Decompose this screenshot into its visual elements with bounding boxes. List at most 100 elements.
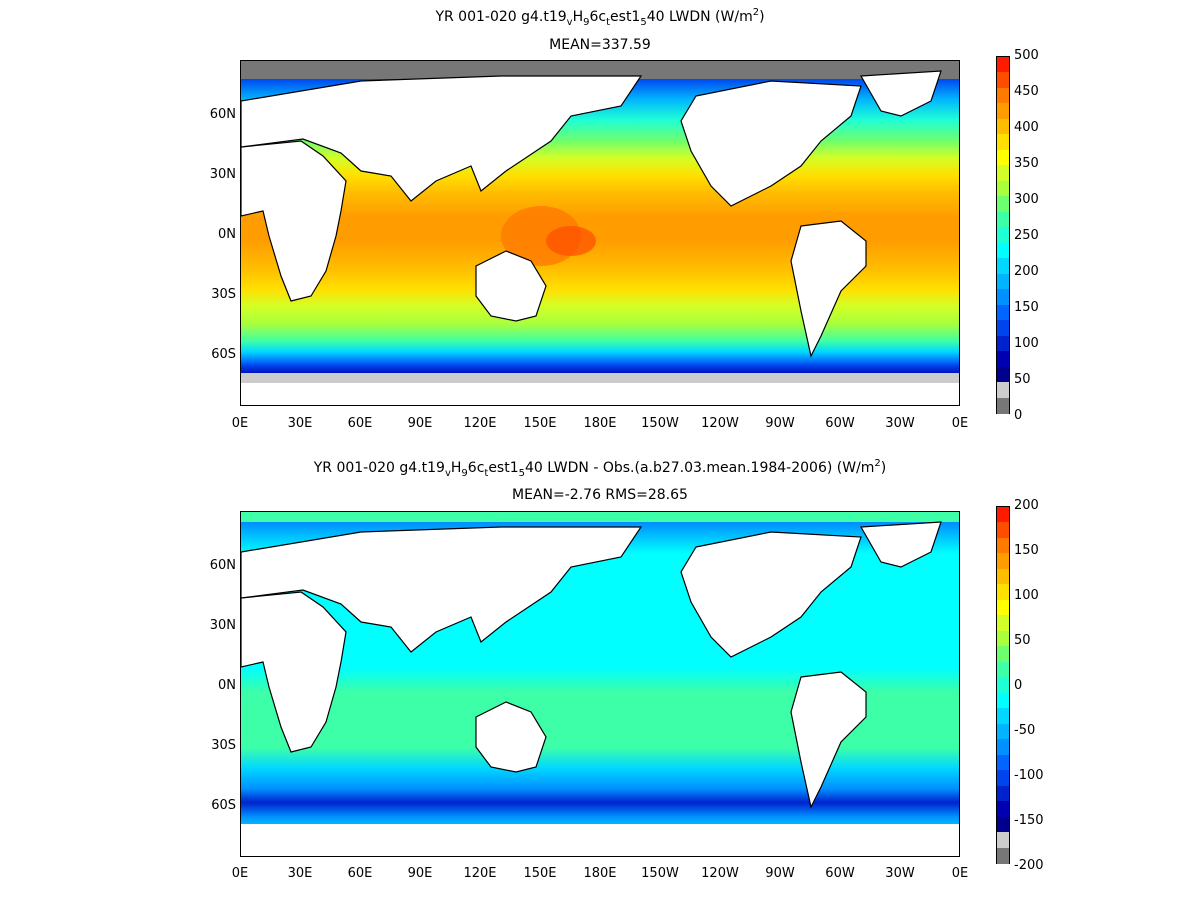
panel2-colorbar-label: -150 [1014, 813, 1044, 828]
panel2-title: YR 001-020 g4.t19vH96ctest1540 LWDN - Ob… [313, 458, 887, 479]
panel1-xtick: 90W [765, 416, 795, 431]
panel1-colorbar-label: 250 [1014, 228, 1039, 243]
colorbar-band [997, 87, 1009, 105]
panel2-colorbar-label: 50 [1014, 633, 1031, 648]
panel2-xtick: 60W [825, 866, 855, 881]
panel2-ytick: 30N [209, 618, 236, 633]
colorbar-band [997, 646, 1009, 663]
colorbar-band [997, 103, 1009, 120]
colorbar-band [997, 118, 1009, 136]
panel2-xtick: 90E [407, 866, 433, 881]
colorbar-band [997, 816, 1009, 833]
panel1-xtick: 30W [885, 416, 915, 431]
panel1-ytick: 0N [218, 227, 236, 242]
panel1-xtick: 180E [583, 416, 617, 431]
colorbar-band [997, 847, 1009, 864]
panel1-xtick: 60E [347, 416, 373, 431]
colorbar-band [997, 149, 1009, 167]
panel2-xtick: 30W [885, 866, 915, 881]
panel1-colorbar-label: 400 [1014, 120, 1039, 135]
panel1-xtick: 0E [231, 416, 249, 431]
panel2-ytick: 60S [211, 798, 236, 813]
panel2-colorbar-label: 150 [1014, 543, 1039, 558]
colorbar-band [997, 615, 1009, 632]
colorbar-band [997, 397, 1009, 414]
panel2-xtick: 90W [765, 866, 795, 881]
panel2-colorbar-label: 200 [1014, 498, 1039, 513]
colorbar-band [997, 289, 1009, 306]
colorbar-band [997, 57, 1009, 74]
panel1-colorbar-label: 150 [1014, 300, 1039, 315]
panel1-subtitle: MEAN=337.59 [549, 37, 651, 53]
colorbar-band [997, 320, 1009, 337]
panel1-colorbar-label: 50 [1014, 372, 1031, 387]
colorbar-band [997, 180, 1009, 197]
panel1-map [240, 60, 960, 406]
panel1-xtick: 60W [825, 416, 855, 431]
colorbar-band [997, 754, 1009, 771]
panel2-ytick: 0N [218, 678, 236, 693]
panel2-colorbar-label: -100 [1014, 768, 1044, 783]
panel2-colorbar-label: 100 [1014, 588, 1039, 603]
colorbar-band [997, 351, 1009, 368]
colorbar-band [997, 832, 1009, 849]
colorbar-band [997, 134, 1009, 151]
panel1-colorbar-label: 350 [1014, 156, 1039, 171]
colorbar-band [997, 692, 1009, 709]
panel2-colorbar-label: -200 [1014, 858, 1044, 873]
panel1-colorbar [996, 56, 1010, 414]
panel2-xtick: 180E [583, 866, 617, 881]
colorbar-band [997, 273, 1009, 290]
colorbar-band [997, 584, 1009, 601]
colorbar-band [997, 196, 1009, 213]
panel1-xtick: 120E [463, 416, 497, 431]
colorbar-band [997, 382, 1009, 399]
colorbar-band [997, 304, 1009, 321]
panel1-xtick: 0E [951, 416, 969, 431]
panel2-ytick: 30S [211, 738, 236, 753]
colorbar-band [997, 242, 1009, 259]
colorbar-band [997, 227, 1009, 244]
panel1-colorbar-label: 200 [1014, 264, 1039, 279]
panel1-ytick: 60S [211, 347, 236, 362]
panel1-colorbar-label: 300 [1014, 192, 1039, 207]
panel2-xtick: 120E [463, 866, 497, 881]
colorbar-band [997, 739, 1009, 756]
colorbar-band [997, 723, 1009, 740]
panel2-xtick: 0E [231, 866, 249, 881]
panel1-title: YR 001-020 g4.t19vH96ctest1540 LWDN (W/m… [435, 7, 765, 28]
panel2-map [240, 511, 960, 857]
colorbar-band [997, 708, 1009, 725]
colorbar-band [997, 522, 1009, 539]
colorbar-band [997, 785, 1009, 802]
panel1-colorbar-label: 100 [1014, 336, 1039, 351]
panel1-xtick: 30E [287, 416, 313, 431]
colorbar-band [997, 72, 1009, 89]
panel1-xtick: 90E [407, 416, 433, 431]
colorbar-band [997, 599, 1009, 617]
panel1-xtick: 150W [641, 416, 679, 431]
panel2-colorbar-label: 0 [1014, 678, 1023, 693]
colorbar-band [997, 801, 1009, 818]
colorbar-band [997, 258, 1009, 275]
panel2-xtick: 120W [701, 866, 739, 881]
panel1-ytick: 30N [209, 167, 236, 182]
panel1-colorbar-label: 500 [1014, 48, 1039, 63]
colorbar-band [997, 211, 1009, 228]
panel1-xtick: 150E [523, 416, 557, 431]
panel2-colorbar [996, 506, 1010, 864]
colorbar-band [997, 661, 1009, 678]
panel2-xtick: 30E [287, 866, 313, 881]
panel2-ytick: 60N [209, 558, 236, 573]
colorbar-band [997, 507, 1009, 524]
colorbar-band [997, 366, 1009, 383]
panel1-ytick: 60N [209, 107, 236, 122]
panel1-ytick: 30S [211, 287, 236, 302]
colorbar-band [997, 630, 1009, 647]
panel2-colorbar-label: -50 [1014, 723, 1036, 738]
panel2-xtick: 0E [951, 866, 969, 881]
colorbar-band [997, 537, 1009, 555]
panel2-subtitle: MEAN=-2.76 RMS=28.65 [512, 487, 688, 503]
panel1-colorbar-label: 0 [1014, 408, 1023, 423]
colorbar-band [997, 770, 1009, 787]
